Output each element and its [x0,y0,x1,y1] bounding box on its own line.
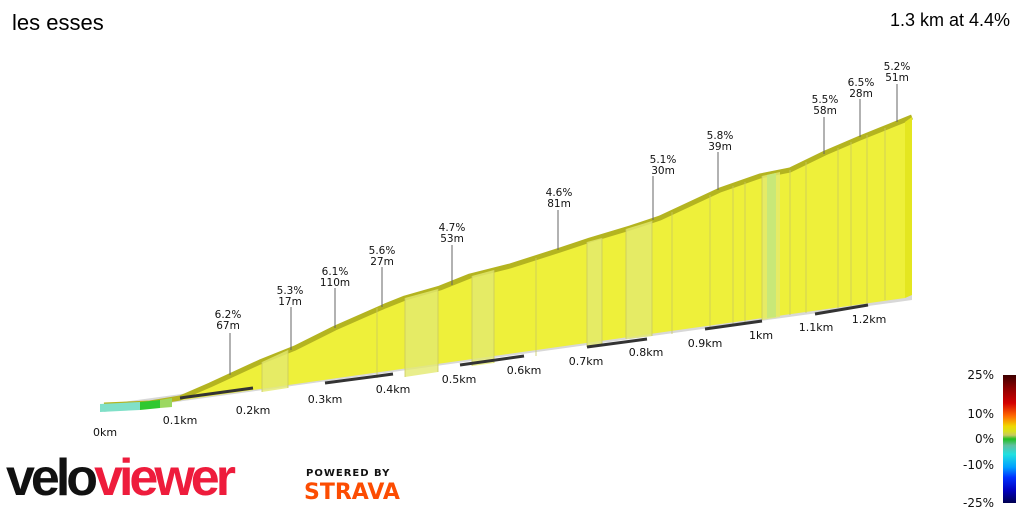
seg-label-grad: 5.6% [369,245,396,257]
legend-label-25: 25% [967,368,994,382]
km-label: 1km [749,329,773,342]
seg-label-len: 110m [320,277,350,289]
km-label: 0.6km [507,364,542,377]
start-green-section [140,400,160,410]
km-label: 0km [93,426,117,439]
green-band [767,173,776,318]
km-label: 0.1km [163,414,198,427]
km-label: 0.5km [442,373,477,386]
seg-label-len: 30m [651,165,675,177]
veloviewer-logo: veloviewer [6,449,236,507]
segment-summary: 1.3 km at 4.4% [889,10,1010,30]
profile-top-edge [103,114,913,408]
km-label: 0.4km [376,383,411,396]
seg-label-len: 51m [885,72,909,84]
km-label: 0.2km [236,404,271,417]
seg-label-grad: 5.8% [707,130,734,142]
seg-label-grad: 5.5% [812,94,839,106]
seg-label-len: 53m [440,233,464,245]
distance-axis-labels: 0km 0.1km 0.2km 0.3km 0.4km 0.5km 0.6km … [93,313,886,439]
label-leaders [229,84,898,375]
legend-label-neg25: -25% [962,496,994,510]
seg-label-grad: 6.5% [848,77,875,89]
km-label: 1.1km [799,321,834,334]
seg-label-len: 28m [849,88,873,100]
segment-labels: 6.2% 67m 5.3% 17m 6.1% 110m 5.6% 27m 4.7… [215,61,911,332]
logo-velo: velo [6,449,98,507]
profile-end-face [905,117,912,298]
seg-label-grad: 4.6% [546,187,573,199]
powered-by-label: POWERED BY [306,468,391,479]
legend-label-0: 0% [974,432,994,446]
gradient-color-scale [1003,375,1016,503]
seg-label-grad: 6.1% [322,266,349,278]
legend-label-neg10: -10% [962,458,994,472]
seg-label-grad: 4.7% [439,222,466,234]
km-label: 1.2km [852,313,887,326]
seg-label-len: 81m [547,198,571,210]
km-label: 0.8km [629,346,664,359]
band-lines [261,128,886,392]
legend-label-10: 10% [967,407,994,421]
km-label: 0.9km [688,337,723,350]
seg-label-grad: 5.2% [884,61,911,73]
logo-viewer: viewer [94,449,236,507]
km-label: 0.3km [308,393,343,406]
seg-label-len: 17m [278,296,302,308]
seg-label-len: 58m [813,105,837,117]
seg-label-len: 39m [708,141,732,153]
seg-label-grad: 5.3% [277,285,304,297]
segment-title: les esses [12,10,104,35]
km-label: 0.7km [569,355,604,368]
seg-label-len: 27m [370,256,394,268]
seg-label-grad: 5.1% [650,154,677,166]
km-tick-bars [179,303,869,400]
strava-logo: STRAVA [304,480,400,505]
start-lightgreen-section [160,398,172,408]
seg-label-grad: 6.2% [215,309,242,321]
start-flat-section [100,402,140,412]
seg-label-len: 67m [216,320,240,332]
